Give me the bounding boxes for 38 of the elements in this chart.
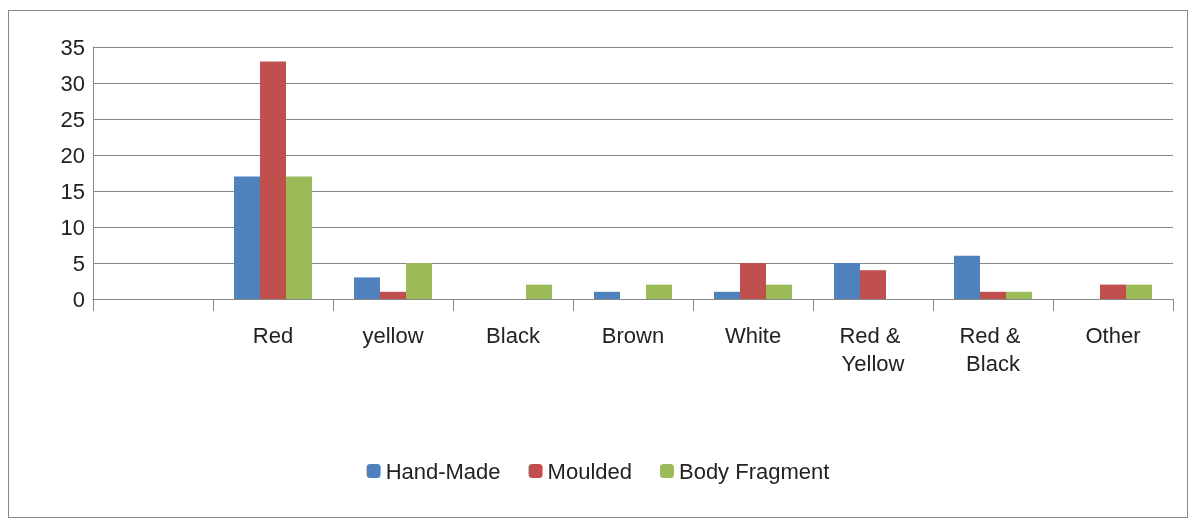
bar <box>834 263 860 299</box>
x-tick-label: Red & Yellow <box>839 322 907 376</box>
bar <box>766 284 792 299</box>
y-tick-label: 20 <box>60 142 85 168</box>
legend-label: Hand-Made <box>385 458 501 484</box>
bar <box>740 263 766 299</box>
legend-label: Body Fragment <box>678 458 830 484</box>
bar <box>1126 284 1152 299</box>
bar <box>860 270 886 299</box>
bar <box>954 255 980 299</box>
y-tick-label: 10 <box>60 214 85 240</box>
x-tick-label: Black <box>486 322 541 348</box>
bar <box>980 291 1006 299</box>
x-tick-label: Red & Black <box>959 322 1027 376</box>
bar <box>234 176 260 299</box>
bar <box>1006 291 1032 299</box>
legend-label: Moulded <box>547 458 632 484</box>
y-tick-label: 0 <box>72 286 85 312</box>
y-tick-label: 15 <box>60 178 85 204</box>
bar <box>354 277 380 299</box>
bar <box>380 291 406 299</box>
bar <box>1100 284 1126 299</box>
x-tick-label: yellow <box>362 322 424 348</box>
y-tick-label: 5 <box>72 250 85 276</box>
bar <box>714 291 740 299</box>
bar <box>406 263 432 299</box>
bar <box>286 176 312 299</box>
bar <box>526 284 552 299</box>
y-tick-label: 25 <box>60 106 85 132</box>
x-tick-label: Brown <box>601 322 665 348</box>
bar <box>260 61 286 299</box>
x-tick-label: Other <box>1085 322 1141 348</box>
y-tick-label: 35 <box>60 34 85 60</box>
bar <box>646 284 672 299</box>
y-tick-label: 30 <box>60 70 85 96</box>
x-tick-label: White <box>724 322 782 348</box>
x-tick-label: Red <box>252 322 294 348</box>
bar <box>594 291 620 299</box>
